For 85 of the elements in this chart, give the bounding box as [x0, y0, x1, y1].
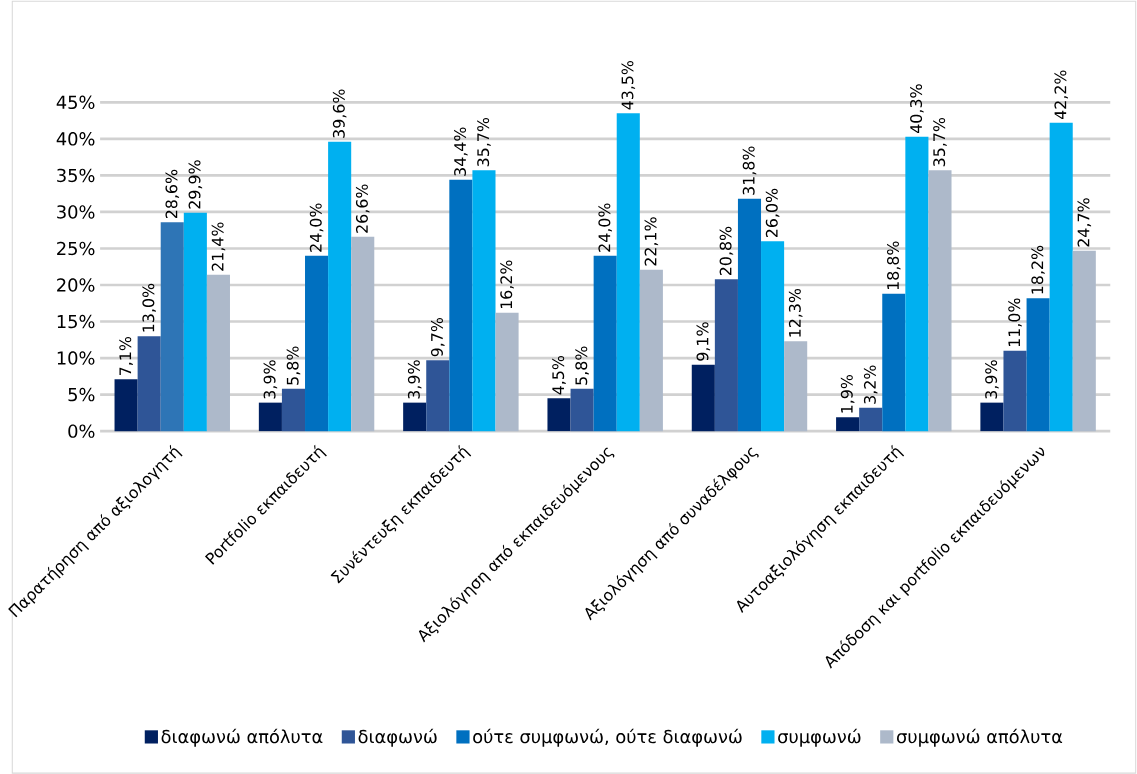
- bar: [1003, 350, 1027, 431]
- data-label: 1,9%: [840, 374, 855, 413]
- y-tick-label: 0%: [68, 424, 95, 438]
- y-tick-label: 10%: [57, 351, 95, 365]
- bar: [258, 402, 282, 431]
- data-label: 21,4%: [211, 222, 226, 271]
- data-label: 39,6%: [332, 89, 347, 138]
- bar: [616, 113, 640, 431]
- bar: [1049, 122, 1073, 431]
- bar: [495, 312, 519, 431]
- data-label: 43,5%: [621, 60, 636, 110]
- data-label: 3,2%: [863, 365, 878, 404]
- y-tick-label: 15%: [57, 314, 95, 329]
- y-tick-label: 45%: [56, 95, 95, 109]
- bar: [206, 274, 230, 431]
- data-label: 35,7%: [477, 117, 491, 166]
- data-label: 18,2%: [1031, 245, 1045, 294]
- bar: [426, 360, 450, 431]
- bar: [403, 402, 427, 431]
- bar: [1072, 250, 1096, 431]
- data-label: 3,9%: [407, 360, 422, 399]
- data-label: 24,0%: [309, 203, 324, 252]
- legend-label: συμφωνώ απόλυτα: [897, 728, 1063, 747]
- data-label: 3,9%: [985, 360, 999, 399]
- data-label: 24,0%: [598, 203, 612, 252]
- bar: [570, 388, 594, 431]
- y-tick-label: 5%: [68, 387, 95, 402]
- data-label: 7,1%: [119, 336, 133, 375]
- data-label: 4,5%: [552, 355, 566, 395]
- bar: [928, 170, 952, 431]
- data-label: 3,9%: [263, 360, 278, 399]
- data-label: 12,3%: [788, 288, 803, 337]
- data-label: 9,1%: [696, 322, 711, 361]
- bar: [691, 364, 715, 431]
- bar: [714, 278, 738, 431]
- bar: [1026, 297, 1050, 431]
- data-label: 16,2%: [500, 260, 514, 308]
- bar: [328, 141, 352, 431]
- bar: [639, 269, 663, 431]
- data-label: 13,0%: [142, 283, 156, 332]
- data-label: 26,6%: [355, 184, 370, 233]
- bar: [281, 388, 306, 431]
- data-label: 9,7%: [430, 317, 445, 357]
- bar: [859, 407, 883, 431]
- bar: [137, 335, 161, 431]
- y-tick-label: 20%: [57, 278, 95, 292]
- data-label: 34,4%: [454, 127, 468, 176]
- bar: [114, 379, 138, 431]
- bar: [737, 198, 762, 431]
- bar: [593, 255, 617, 431]
- bar: [183, 212, 207, 431]
- bar: [547, 398, 571, 431]
- bar: [472, 170, 496, 431]
- bar: [882, 293, 906, 431]
- data-label: 28,6%: [165, 169, 180, 218]
- y-tick-label: 25%: [57, 241, 95, 255]
- bar: [836, 417, 860, 431]
- data-label: 35,7%: [933, 117, 947, 166]
- data-label: 42,2%: [1054, 70, 1068, 119]
- bar: [980, 402, 1004, 431]
- bar: [351, 236, 375, 431]
- data-label: 26,0%: [765, 188, 780, 237]
- bar: [449, 179, 473, 431]
- data-label: 5,8%: [286, 346, 301, 385]
- data-label: 40,3%: [910, 84, 924, 133]
- data-label: 31,8%: [742, 146, 757, 195]
- data-label: 24,7%: [1077, 198, 1092, 247]
- legend-label: διαφωνώ: [358, 728, 437, 747]
- data-label: 18,8%: [886, 241, 901, 289]
- data-label: 20,8%: [719, 226, 734, 275]
- bar: [784, 341, 808, 431]
- bar: [160, 221, 184, 431]
- y-tick-label: 35%: [57, 168, 95, 182]
- legend-label: ούτε συμφωνώ, ούτε διαφωνώ: [473, 728, 742, 747]
- bar: [905, 136, 929, 431]
- y-tick-label: 40%: [56, 131, 95, 146]
- data-label: 5,8%: [575, 346, 589, 385]
- y-tick-label: 30%: [57, 204, 95, 219]
- bar: [761, 240, 785, 431]
- legend-label: συμφωνώ: [778, 728, 861, 747]
- bar: [305, 255, 329, 431]
- data-label: 22,1%: [644, 217, 659, 266]
- data-label: 11,0%: [1008, 298, 1022, 346]
- legend-label: διαφωνώ απόλυτα: [161, 728, 323, 747]
- data-label: 29,9%: [188, 160, 203, 209]
